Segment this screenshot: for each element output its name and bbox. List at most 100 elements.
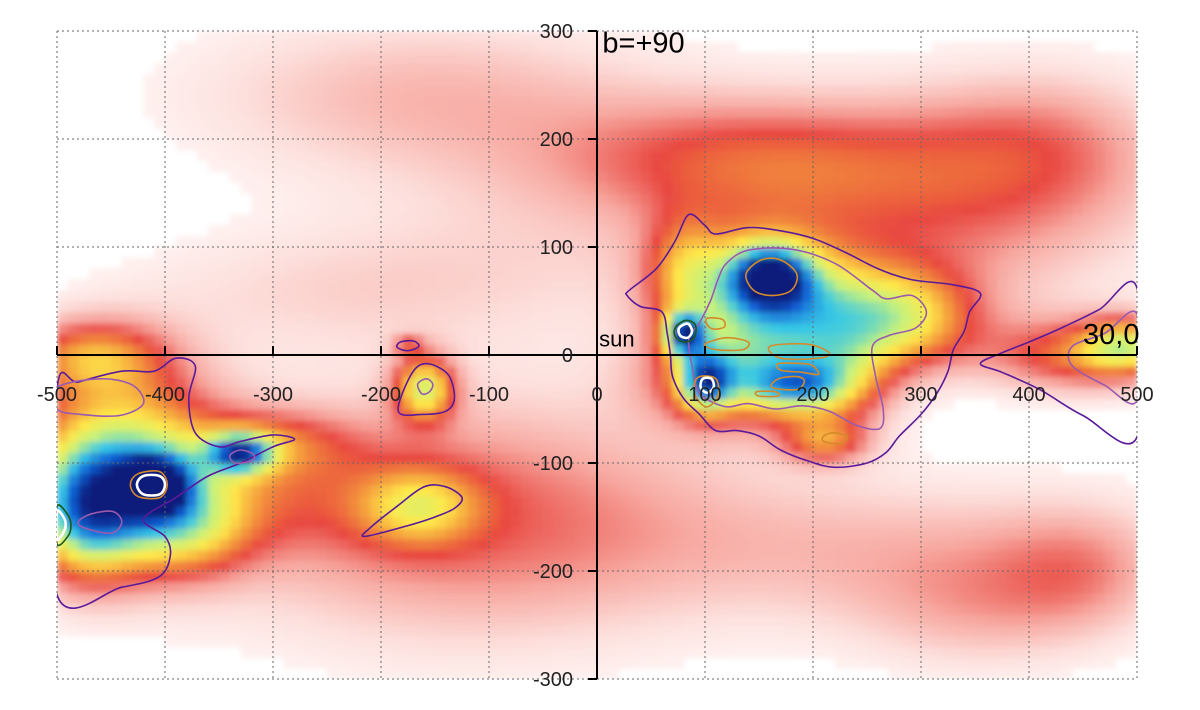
heat-cell <box>553 527 566 540</box>
heat-cell <box>175 625 188 637</box>
heat-cell <box>726 409 738 421</box>
heat-cell <box>424 419 436 432</box>
heat-cell <box>229 74 242 86</box>
heat-cell <box>521 452 533 464</box>
heat-cell <box>543 52 555 64</box>
heat-cell <box>996 527 1008 540</box>
heat-cell <box>813 506 825 518</box>
heat-cell <box>975 592 987 604</box>
heat-cell <box>348 560 360 572</box>
heat-cell <box>597 203 609 216</box>
heat-cell <box>262 614 274 626</box>
heat-cell <box>942 106 954 118</box>
heat-cell <box>888 171 900 183</box>
heat-cell <box>424 376 436 388</box>
heat-cell <box>445 409 458 421</box>
heat-cell <box>424 236 436 248</box>
heat-cell <box>823 160 836 172</box>
heat-cell <box>262 463 274 475</box>
heat-cell <box>834 603 846 615</box>
heat-cell <box>499 538 512 550</box>
heat-cell <box>899 419 911 432</box>
heat-cell <box>802 387 814 399</box>
heat-cell <box>640 290 652 302</box>
heat-cell <box>694 484 706 496</box>
heat-cell <box>402 193 414 205</box>
heat-cell <box>165 419 177 432</box>
heat-cell <box>402 52 414 64</box>
heat-cell <box>316 225 328 237</box>
heat-cell <box>942 560 954 572</box>
heat-cell <box>856 603 868 615</box>
heat-cell <box>683 41 695 54</box>
heat-cell <box>802 355 814 367</box>
heat-cell <box>715 160 728 172</box>
heat-cell <box>229 128 242 140</box>
heat-cell <box>402 117 414 129</box>
heat-cell <box>413 592 425 604</box>
heat-cell <box>478 387 490 399</box>
heat-cell <box>856 473 868 486</box>
heat-cell <box>834 139 846 151</box>
heat-cell <box>391 106 404 118</box>
heat-cell <box>942 290 954 302</box>
heat-cell <box>694 581 706 594</box>
heat-cell <box>229 527 242 540</box>
heat-cell <box>359 635 371 648</box>
heat-cell <box>629 484 641 496</box>
heat-cell <box>931 41 944 54</box>
heat-cell <box>651 560 663 572</box>
heat-cell <box>726 257 738 270</box>
heat-cell <box>564 668 576 679</box>
heat-cell <box>240 549 252 561</box>
heat-cell <box>445 257 458 270</box>
heat-cell <box>748 139 760 151</box>
heat-cell <box>370 571 382 583</box>
heat-cell <box>467 603 479 615</box>
heat-cell <box>985 63 998 75</box>
heat-cell <box>111 614 123 626</box>
heat-cell <box>229 398 242 410</box>
heat-cell <box>921 257 933 270</box>
heat-cell <box>78 517 90 529</box>
heat-cell <box>780 279 792 291</box>
heat-cell <box>813 128 825 140</box>
heat-cell <box>186 549 198 561</box>
heat-cell <box>1018 365 1030 378</box>
heat-cell <box>985 139 998 151</box>
heat-cell <box>197 52 209 64</box>
heat-cell <box>305 527 317 540</box>
heat-cell <box>402 592 414 604</box>
heat-cell <box>219 376 231 388</box>
heat-cell <box>1029 171 1041 183</box>
heat-cell <box>391 398 404 410</box>
heat-cell <box>661 52 674 64</box>
heat-cell <box>1018 668 1030 679</box>
heat-cell <box>186 247 198 259</box>
heat-cell <box>521 301 533 313</box>
heat-cell <box>337 225 350 237</box>
heat-cell <box>316 268 328 280</box>
heat-cell <box>305 614 317 626</box>
heat-cell <box>402 571 414 583</box>
heat-cell <box>769 398 782 410</box>
heat-cell <box>672 63 684 75</box>
heat-cell <box>867 171 879 183</box>
heat-cell <box>651 301 663 313</box>
heat-cell <box>672 387 684 399</box>
heat-cell <box>802 171 814 183</box>
heat-cell <box>651 527 663 540</box>
heat-cell <box>985 247 998 259</box>
heat-cell <box>640 506 652 518</box>
heat-cell <box>478 625 490 637</box>
heat-cell <box>780 473 792 486</box>
heat-cell <box>67 592 80 604</box>
heat-cell <box>337 247 350 259</box>
heat-cell <box>456 452 468 464</box>
heat-cell <box>942 193 954 205</box>
heat-cell <box>780 355 792 367</box>
heat-cell <box>467 581 479 594</box>
heat-cell <box>1018 322 1030 334</box>
heat-cell <box>413 625 425 637</box>
heat-cell <box>445 41 458 54</box>
